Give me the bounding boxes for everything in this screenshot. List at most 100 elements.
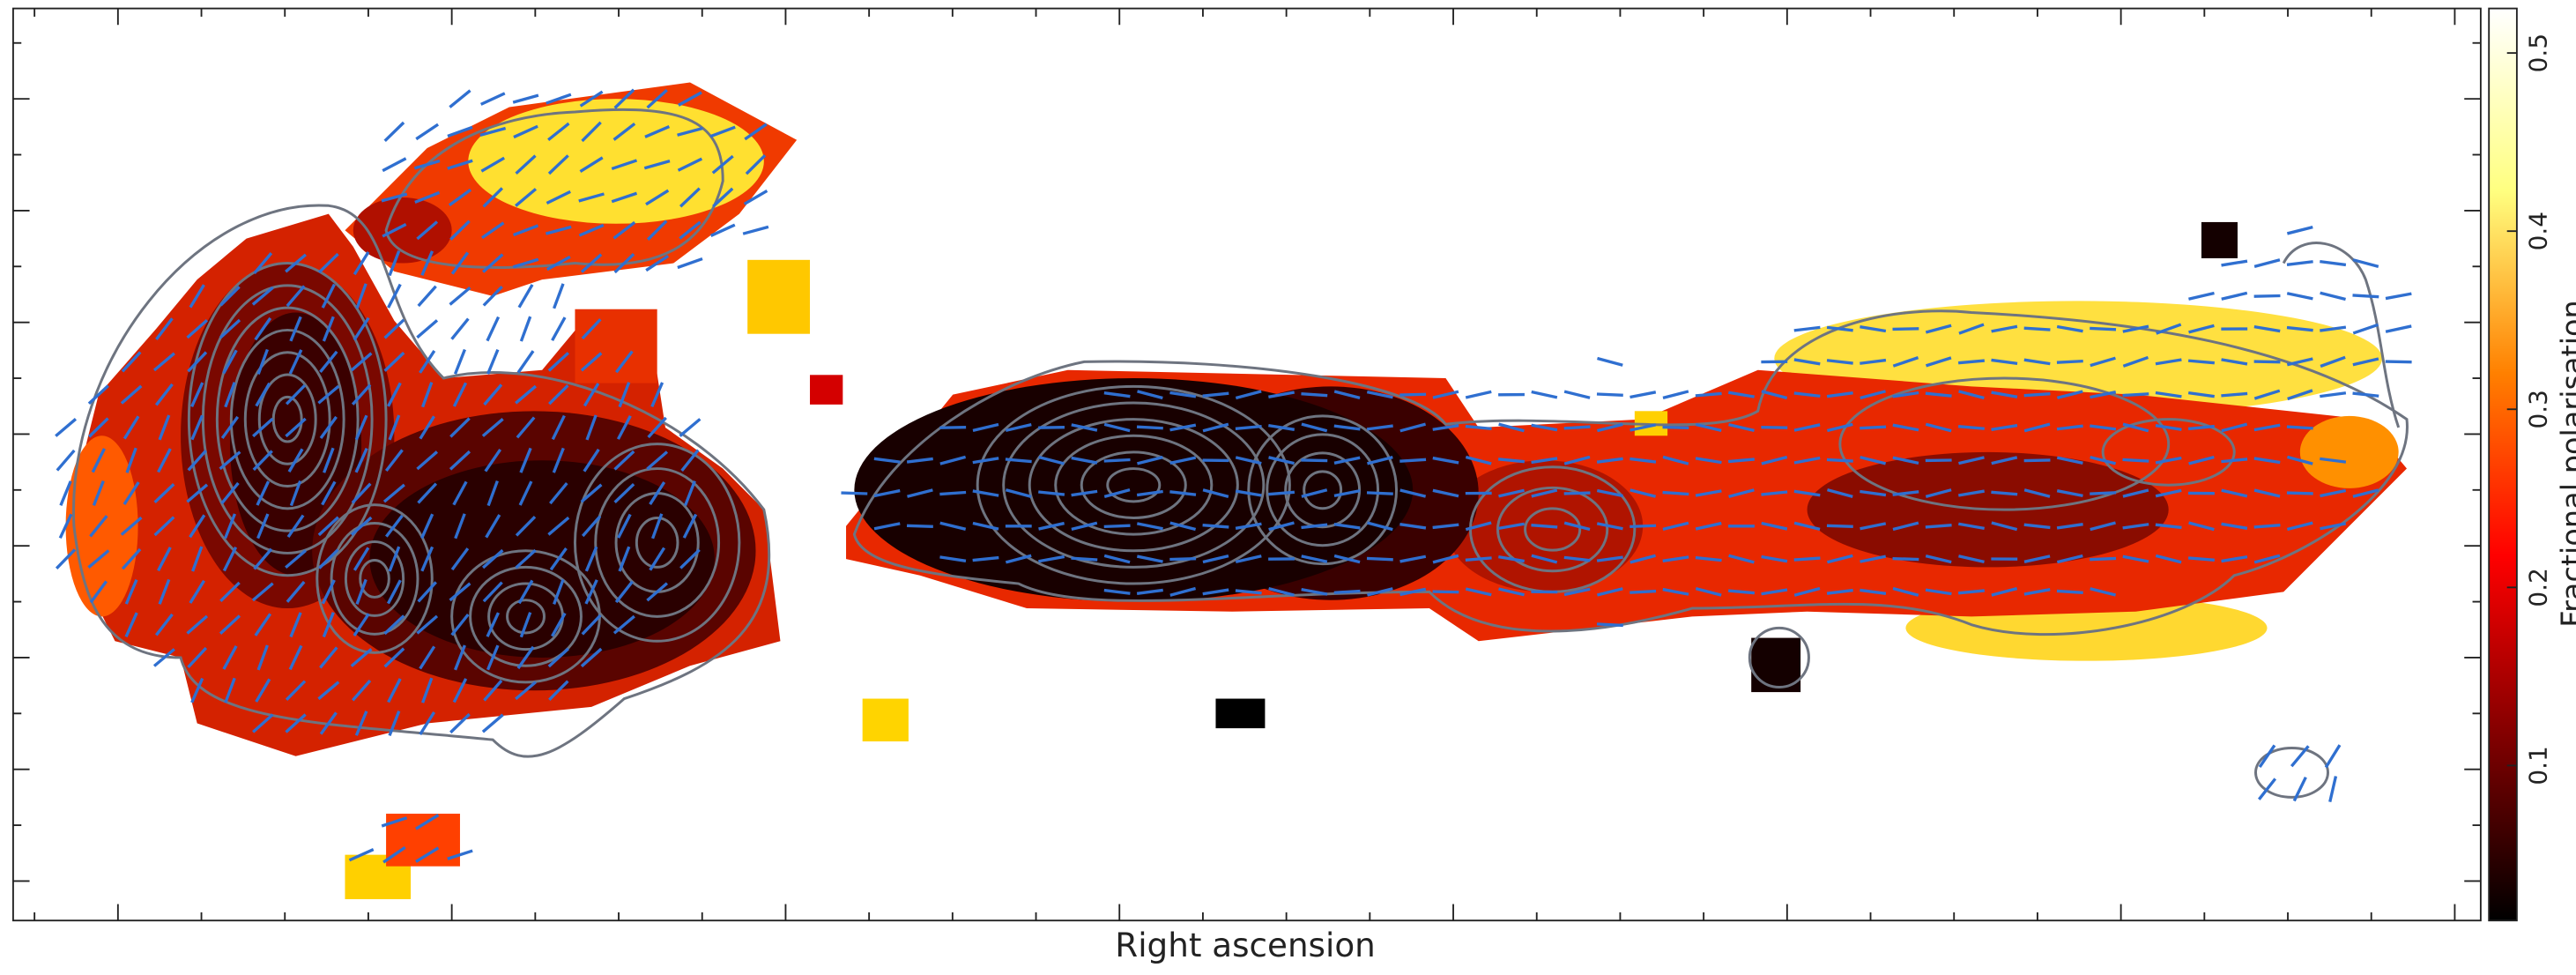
vector [2122,355,2149,368]
vector [1333,424,1361,431]
vector [1137,456,1163,465]
vector [91,448,106,473]
vector [419,415,435,440]
vector [56,449,76,472]
vector [1235,456,1262,465]
vector [2155,358,2182,366]
contour [72,204,771,758]
vector [1531,524,1558,529]
vector [318,548,339,569]
vector [1793,391,1821,398]
vector [1136,588,1163,595]
vector [1301,458,1328,463]
vector [1728,458,1756,464]
vector [1103,422,1131,433]
vector [650,513,664,540]
vector [2056,324,2083,333]
vector [383,351,405,372]
vector [646,220,668,241]
vector [1235,554,1262,564]
vector [384,449,404,473]
vector [1531,390,1558,399]
vector [1629,423,1657,432]
vector [647,416,667,439]
polarisation-map [55,82,2412,899]
vector [353,250,370,276]
vector [1793,456,1821,465]
vector [2188,455,2215,465]
vector [2258,778,2277,800]
vector [1860,325,1887,333]
vector [679,418,702,437]
vector [189,579,205,604]
contour [243,351,331,488]
vector [1761,390,1788,400]
contour [594,467,721,618]
vector [2286,292,2313,301]
vector [1301,488,1328,498]
vector [2155,523,2182,530]
vector [1465,556,1492,562]
vector [157,448,172,473]
lobe-bright [468,99,764,224]
vector [1399,392,1427,397]
vector [1005,554,1032,564]
vector [417,285,437,308]
vector [1991,490,2018,496]
vector [416,450,439,471]
vector [285,549,308,569]
vector [644,124,671,138]
vector [515,516,537,537]
patch [862,698,909,742]
vector [678,91,702,107]
vector [2253,488,2281,498]
vector [1169,423,1197,432]
vector [388,414,401,441]
colorbar-label: Fractional polarisation [2555,300,2576,628]
vector [1596,457,1623,464]
vector [2156,323,2182,335]
vector [1826,554,1853,564]
vector [382,845,406,864]
vector [486,348,500,375]
vector [222,349,238,375]
vector [486,612,500,637]
vector [219,286,241,307]
vector [552,447,565,473]
vector [1860,425,1887,430]
vector [321,579,336,605]
vector [450,251,470,275]
vector [2056,589,2083,594]
vector [190,414,204,441]
x-axis-label: Right ascension [1115,926,1375,964]
vector [55,418,78,437]
vector [121,547,142,570]
vector [1169,521,1197,532]
vector [58,513,73,540]
vector [1793,556,1821,562]
vector [972,457,999,465]
vector [1136,554,1163,563]
vector [580,352,603,372]
vector [743,190,768,205]
vector [512,224,539,237]
vector [1103,524,1131,529]
vector [420,546,434,572]
vector [2122,324,2149,333]
contour [1002,401,1266,569]
vector [2253,457,2281,465]
vector [1301,554,1328,563]
vector [1005,488,1032,498]
vector [2155,424,2182,431]
vector [581,515,602,538]
vector [1991,391,2018,398]
vector [1103,554,1131,564]
contour [1106,467,1162,503]
contour [384,108,724,269]
vector [2090,391,2117,399]
vector [289,480,302,507]
vector [454,513,466,540]
vector [580,483,603,503]
vector [224,382,236,408]
